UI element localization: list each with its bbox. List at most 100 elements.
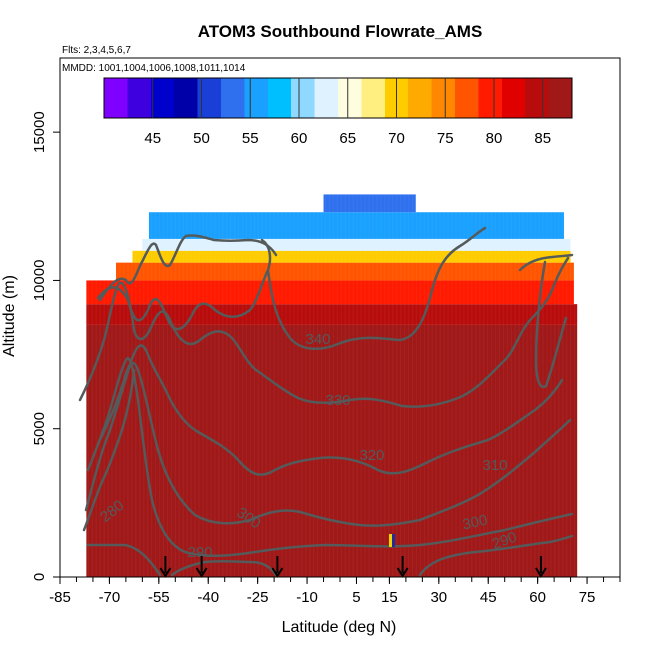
field-stripe: [312, 58, 315, 577]
field-stripe: [324, 58, 327, 577]
field-stripe: [550, 58, 552, 577]
field-stripe: [467, 58, 469, 577]
field-stripe: [226, 58, 228, 577]
contour-300: [86, 357, 574, 558]
field-stripe: [364, 58, 366, 577]
field-stripe: [60, 58, 62, 577]
field-stripe: [87, 58, 90, 577]
x-tick-label: -85: [49, 589, 71, 606]
field-stripe: [297, 58, 299, 577]
field-stripe: [360, 58, 362, 577]
field-stripe: [222, 58, 224, 577]
y-tick-label: 15000: [31, 111, 48, 153]
contour-290: [86, 534, 574, 577]
field-stripe: [99, 58, 101, 577]
field-stripe: [490, 58, 493, 577]
x-tick-label: -25: [247, 589, 269, 606]
colorbar-tick-label: 85: [534, 130, 551, 147]
x-tick-label: 75: [579, 589, 596, 606]
flight-marker-arrow: [535, 556, 547, 578]
field-stripe: [471, 58, 473, 577]
field-stripe: [103, 58, 105, 577]
field-stripe: [486, 58, 489, 577]
field-stripe: [261, 58, 263, 577]
field-stripe: [150, 58, 153, 577]
colorbar-tick-label: 45: [144, 130, 161, 147]
flights-label: Flts: 2,3,4,5,6,7: [62, 45, 131, 56]
field-stripe: [562, 58, 564, 577]
contour-label: 340: [305, 331, 330, 348]
field-stripe: [336, 58, 339, 577]
contour-label: 330: [325, 392, 350, 409]
field-stripe: [249, 58, 252, 577]
flight-marker-arrow: [396, 556, 409, 578]
field-stripe: [281, 58, 283, 577]
field-stripe: [158, 58, 161, 577]
field-band: [323, 194, 416, 213]
field-stripe: [198, 58, 200, 577]
field-stripe: [293, 58, 295, 577]
x-tick-label: 15: [381, 589, 398, 606]
field-stripe: [119, 58, 121, 577]
field-stripe: [534, 58, 536, 577]
field-stripe: [573, 58, 576, 577]
field-stripe: [123, 58, 125, 577]
field-stripe: [455, 58, 457, 577]
field-stripe: [273, 58, 275, 577]
field-band: [148, 212, 565, 239]
field-stripe: [214, 58, 216, 577]
field-stripe: [91, 58, 94, 577]
y-tick-label: 5000: [31, 412, 48, 445]
field-stripe: [427, 58, 430, 577]
field-stripe: [597, 58, 599, 577]
field-stripe: [435, 58, 437, 577]
field-stripe: [356, 58, 358, 577]
field-band: [86, 280, 574, 305]
x-axis: -85 -70 -55 -40 -25 -10 5 15 30 45 60 75: [49, 576, 621, 606]
colorbar-ticks: 45 50 55 60 65 70 75 80 85: [144, 78, 551, 147]
field-stripe: [202, 58, 204, 577]
field-stripe: [269, 58, 271, 577]
field-stripe: [309, 58, 311, 577]
field-stripe: [241, 58, 244, 577]
field-stripe: [411, 58, 414, 577]
y-tick-label: 0: [31, 573, 48, 581]
x-tick-label: -70: [99, 589, 121, 606]
field-stripe: [316, 58, 319, 577]
field-stripe: [403, 58, 406, 577]
field-stripe: [352, 58, 354, 577]
field-band: [132, 250, 571, 263]
x-tick-label: -55: [148, 589, 170, 606]
field-stripe: [162, 58, 165, 577]
x-tick-label: 60: [529, 589, 546, 606]
field-band: [116, 262, 574, 281]
y-tick-label: 10000: [31, 260, 48, 302]
x-tick-label: 5: [352, 589, 360, 606]
field-stripe: [340, 58, 343, 577]
field-stripe: [75, 58, 78, 577]
colorbar-tick-label: 60: [291, 130, 308, 147]
flight-markers: [159, 556, 547, 578]
field-stripe: [79, 58, 82, 577]
field-stripe: [95, 58, 97, 577]
field-stripe: [372, 58, 374, 577]
field-stripe: [443, 58, 445, 577]
field-stripe: [285, 58, 287, 577]
field-stripe: [67, 58, 70, 577]
sample-marker-yellow: [389, 534, 392, 547]
field-band: [86, 324, 578, 577]
field-stripe: [475, 58, 477, 577]
field-stripe: [182, 58, 184, 577]
field-stripe: [399, 58, 402, 577]
field-stripe: [320, 58, 323, 577]
field-stripe: [384, 58, 386, 577]
field-stripe: [554, 58, 556, 577]
x-tick-label: 45: [480, 589, 497, 606]
field-stripe: [415, 58, 418, 577]
field-stripe: [479, 58, 481, 577]
field-stripe: [482, 58, 485, 577]
field-stripe: [301, 58, 303, 577]
y-axis: 0 5000 10000 15000: [31, 111, 61, 581]
field-stripe: [593, 58, 596, 577]
contour-310: [98, 361, 572, 527]
